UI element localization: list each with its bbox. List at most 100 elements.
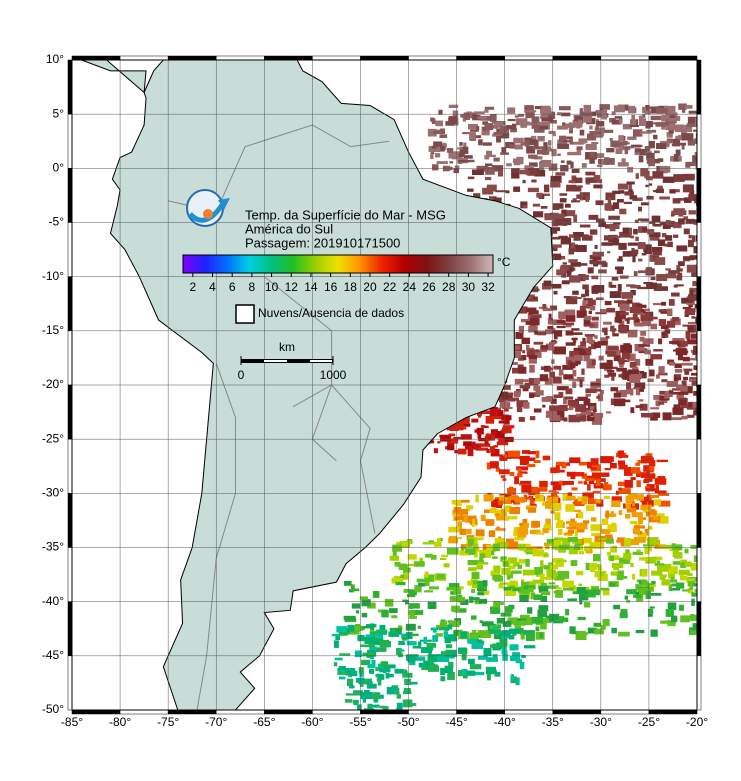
sst-pixel: [654, 257, 666, 265]
sst-pixel: [563, 374, 574, 380]
sst-pixel: [669, 189, 676, 194]
sst-pixel: [602, 327, 607, 333]
sst-pixel: [552, 484, 562, 491]
sst-pixel: [660, 544, 672, 549]
sst-pixel: [636, 286, 649, 290]
sst-pixel: [453, 630, 460, 636]
sst-pixel: [529, 529, 541, 535]
sst-pixel: [512, 561, 520, 567]
sst-pixel: [584, 478, 596, 481]
sst-pixel: [541, 115, 554, 122]
sst-pixel: [535, 493, 541, 499]
sst-pixel: [401, 541, 409, 546]
sst-pixel: [535, 390, 544, 396]
sst-pixel: [377, 674, 385, 680]
sst-pixel: [462, 674, 468, 679]
sst-pixel: [586, 360, 596, 369]
sst-pixel: [596, 120, 605, 127]
sst-pixel: [628, 184, 632, 192]
sst-pixel: [575, 413, 581, 417]
sst-pixel: [507, 617, 518, 621]
sst-pixel: [344, 699, 353, 703]
sst-pixel: [467, 580, 475, 586]
sst-pixel: [642, 338, 654, 344]
sst-pixel: [523, 630, 535, 635]
sst-pixel: [482, 142, 492, 146]
lat-tick-label: -40°: [42, 594, 64, 608]
sst-pixel: [521, 654, 526, 658]
frame-band: [71, 55, 121, 61]
sst-pixel: [646, 157, 655, 164]
sst-pixel: [649, 476, 653, 479]
sst-pixel: [618, 631, 630, 637]
sst-pixel: [568, 248, 575, 255]
sst-pixel: [567, 529, 575, 534]
frame-band: [215, 55, 265, 61]
sst-pixel: [469, 664, 482, 670]
sst-pixel: [587, 627, 598, 634]
sst-pixel: [448, 661, 454, 668]
sst-pixel: [571, 487, 578, 491]
sst-pixel: [386, 686, 396, 695]
sst-pixel: [677, 343, 681, 347]
sst-pixel: [483, 425, 489, 429]
sst-pixel: [631, 467, 641, 474]
sst-pixel: [680, 386, 688, 394]
sst-pixel: [554, 512, 561, 521]
sst-pixel: [652, 171, 664, 179]
sst-pixel: [576, 522, 588, 530]
sst-pixel: [567, 360, 572, 365]
sst-pixel: [690, 372, 697, 376]
sst-pixel: [550, 467, 557, 474]
sst-pixel: [551, 541, 562, 550]
sst-pixel: [581, 368, 585, 375]
sst-pixel: [576, 148, 582, 156]
sst-pixel: [576, 376, 585, 382]
sst-pixel: [563, 587, 574, 591]
sst-pixel: [564, 203, 571, 208]
sst-pixel: [584, 334, 595, 337]
sst-pixel: [624, 466, 632, 470]
sst-pixel: [375, 666, 379, 672]
sst-pixel: [570, 560, 578, 567]
sst-pixel: [672, 317, 680, 322]
sst-pixel: [536, 532, 545, 535]
sst-pixel: [520, 471, 527, 474]
sst-pixel: [543, 565, 553, 570]
sst-pixel: [591, 141, 599, 145]
sst-pixel: [495, 528, 506, 531]
sst-pixel: [619, 612, 628, 619]
sst-pixel: [609, 235, 620, 238]
sst-pixel: [480, 425, 486, 428]
sst-pixel: [485, 415, 495, 424]
sst-pixel: [547, 111, 556, 119]
sst-pixel: [620, 344, 632, 353]
sst-pixel: [497, 541, 508, 549]
sst-pixel: [336, 626, 348, 633]
sst-pixel: [533, 146, 546, 150]
sst-pixel: [642, 227, 648, 232]
sst-pixel: [440, 651, 452, 655]
sst-pixel: [595, 109, 607, 115]
sst-pixel: [567, 598, 577, 601]
sst-pixel: [520, 318, 529, 323]
sst-pixel: [660, 390, 665, 395]
sst-pixel: [611, 276, 619, 281]
sst-pixel: [665, 268, 671, 271]
sst-pixel: [616, 367, 627, 372]
sst-pixel: [561, 462, 567, 469]
sst-pixel: [644, 308, 650, 311]
sst-pixel: [489, 461, 499, 469]
sst-pixel: [509, 471, 515, 476]
sst-pixel: [637, 532, 647, 541]
sst-pixel: [457, 147, 463, 150]
sst-pixel: [616, 539, 627, 543]
lon-tick-label: -55°: [349, 715, 371, 729]
sst-pixel: [611, 562, 624, 568]
sst-pixel: [688, 210, 696, 215]
colorbar-tick-label: 30: [462, 280, 476, 294]
sst-pixel: [617, 460, 626, 465]
scale-tick-label: 0: [238, 368, 245, 382]
sst-pixel: [504, 505, 512, 513]
sst-pixel: [440, 668, 446, 676]
